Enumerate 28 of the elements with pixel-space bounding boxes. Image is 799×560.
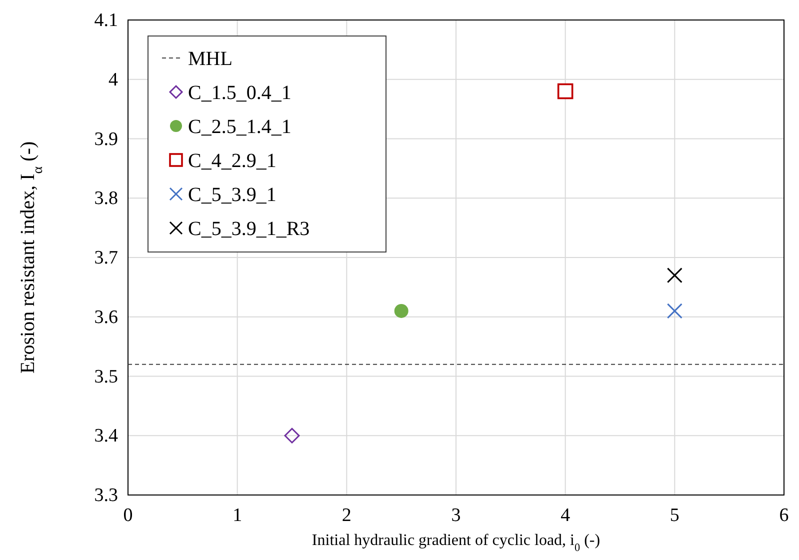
- x-tick-label: 2: [342, 505, 352, 526]
- point: [666, 303, 682, 319]
- y-tick-label: 4.1: [94, 10, 118, 31]
- point: [394, 304, 408, 318]
- point: [284, 428, 300, 444]
- x-tick-label: 1: [232, 505, 242, 526]
- y-tick-label: 3.9: [94, 128, 118, 150]
- point: [557, 83, 574, 100]
- y-tick-label: 3.8: [94, 188, 118, 210]
- x-tick-label: 4: [560, 505, 571, 526]
- x-tick-label: 6: [779, 505, 789, 526]
- y-tick-label: 3.7: [94, 248, 118, 268]
- legend-label: C_5_3.9_1: [188, 184, 276, 206]
- x-tick-label: 3: [451, 505, 461, 526]
- y-tick-label: 3.4: [94, 426, 118, 447]
- legend-label: C_4_2.9_1: [188, 150, 276, 172]
- x-tick-label: 0: [123, 505, 133, 526]
- y-tick-label: 3.5: [94, 366, 118, 388]
- point: [666, 268, 682, 284]
- y-tick-label: 3.6: [94, 306, 118, 328]
- y-tick-label: 4: [108, 69, 118, 90]
- legend-label: MHL: [188, 48, 232, 70]
- legend-label: C_1.5_0.4_1: [188, 82, 292, 104]
- legend-label: C_2.5_1.4_1: [188, 116, 292, 138]
- x-axis-title: Initial hydraulic gradient of cyclic load, i$_{0}$ (-): [312, 532, 600, 554]
- y-tick-label: 3.3: [94, 485, 118, 506]
- legend-label: C_5_3.9_1_R3: [188, 218, 310, 240]
- x-tick-label: 5: [670, 505, 680, 526]
